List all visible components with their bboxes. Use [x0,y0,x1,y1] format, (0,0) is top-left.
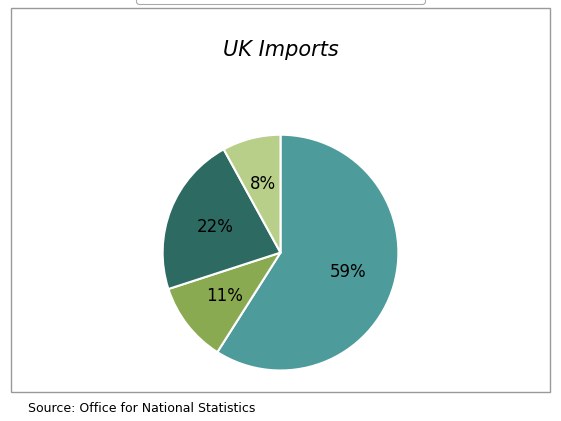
Text: 11%: 11% [206,287,243,305]
Wedge shape [217,135,398,370]
Text: 22%: 22% [196,218,233,236]
Wedge shape [224,135,280,253]
Text: 59%: 59% [330,263,367,281]
Text: Source: Office for National Statistics: Source: Office for National Statistics [28,402,255,415]
Wedge shape [168,253,280,352]
Legend: EU + EFTA, Commonwealth, Rest of World, US: EU + EFTA, Commonwealth, Rest of World, … [136,0,425,4]
Wedge shape [163,149,280,289]
Title: UK Imports: UK Imports [223,40,338,60]
Text: 8%: 8% [250,175,276,193]
